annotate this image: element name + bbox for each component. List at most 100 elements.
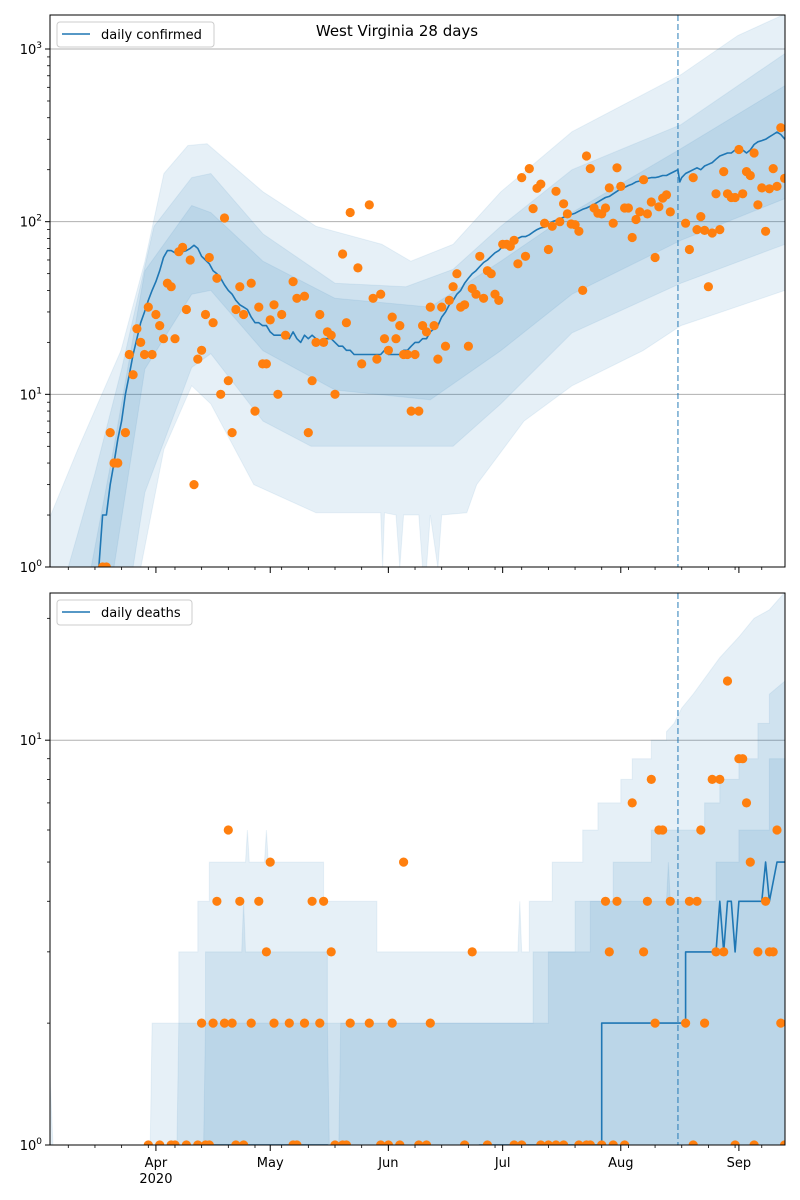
deaths-observed-point xyxy=(681,1018,691,1028)
confirmed-observed-point xyxy=(143,302,153,312)
deaths-median-line xyxy=(206,861,785,1145)
confirmed-observed-point xyxy=(421,327,432,337)
confirmed-observed-point xyxy=(372,354,382,364)
deaths-observed-point xyxy=(692,896,702,906)
confirmed-observed-point xyxy=(665,207,675,217)
confirmed-observed-point xyxy=(414,406,424,416)
confirmed-observed-point xyxy=(101,562,111,567)
confirmed-observed-point xyxy=(132,324,142,334)
confirmed-observed-point xyxy=(379,334,390,344)
confirmed-observed-point xyxy=(734,144,744,155)
confirmed-observed-point xyxy=(642,209,653,219)
confirmed-observed-point xyxy=(105,428,115,438)
y-tick-label: 101 xyxy=(20,732,42,749)
confirmed-observed-point xyxy=(452,269,462,279)
confirmed-observed-point xyxy=(437,302,447,312)
confirmed-observed-point xyxy=(509,235,519,245)
deaths-observed-point xyxy=(315,1018,325,1028)
confirmed-observed-point xyxy=(738,189,748,199)
confirmed-observed-point xyxy=(269,300,279,310)
confirmed-observed-point xyxy=(753,200,763,210)
confirmed-observed-point xyxy=(395,321,405,331)
y-tick-label: 102 xyxy=(20,214,42,231)
confirmed-observed-point xyxy=(429,321,439,331)
confirmed-observed-point xyxy=(623,203,634,213)
confirmed-observed-point xyxy=(193,354,203,364)
deaths-observed-point xyxy=(665,896,675,906)
confirmed-observed-point xyxy=(170,334,180,344)
confirmed-observed-point xyxy=(608,218,618,228)
confirmed-observed-point xyxy=(158,334,169,344)
confirmed-observed-point xyxy=(479,293,489,303)
confirmed-observed-point xyxy=(692,225,702,235)
y-tick-base: 10 xyxy=(20,216,37,231)
deaths-observed-point xyxy=(612,896,622,906)
deaths-observed-point xyxy=(292,1140,302,1145)
confirmed-observed-point xyxy=(231,304,241,315)
deaths-observed-point xyxy=(719,947,729,957)
confirmed-observed-point xyxy=(128,370,138,380)
confirmed-observed-point xyxy=(341,318,351,328)
deaths-observed-point xyxy=(642,896,653,906)
confirmed-observed-point xyxy=(307,376,317,386)
confirmed-observed-point xyxy=(471,289,481,299)
confirmed-observed-point xyxy=(383,345,393,355)
deaths-observed-point xyxy=(700,1018,710,1028)
confirmed-observed-point xyxy=(338,249,348,259)
confirmed-observed-point xyxy=(311,337,321,347)
confirmed-observed-point xyxy=(353,263,363,273)
confirmed-observed-point xyxy=(463,341,473,351)
confirmed-observed-point xyxy=(627,232,637,243)
confirmed-observed-point xyxy=(513,259,523,269)
confirmed-observed-point xyxy=(646,197,656,207)
deaths-observed-point xyxy=(261,947,271,957)
confirmed-observed-point xyxy=(136,337,146,347)
y-tick-exponent: 2 xyxy=(36,214,42,224)
deaths-observed-point xyxy=(543,1140,553,1145)
deaths-observed-point xyxy=(319,896,329,906)
confirmed-observed-point xyxy=(616,181,626,191)
deaths-observed-point xyxy=(776,1018,785,1028)
confirmed-observed-point xyxy=(688,173,698,183)
confirmed-observed-point xyxy=(402,349,412,360)
deaths-observed-point xyxy=(517,1140,527,1145)
confirmed-observed-point xyxy=(197,345,207,355)
confirmed-observed-point xyxy=(460,300,470,310)
confirmed-observed-point xyxy=(600,203,611,213)
confirmed-observed-point xyxy=(604,183,614,193)
confirmed-observed-point xyxy=(757,183,767,193)
confirmed-observed-point xyxy=(376,289,386,299)
confirmed-observed-point xyxy=(730,192,740,203)
deaths-observed-point xyxy=(597,1140,607,1145)
deaths-observed-point xyxy=(745,857,755,867)
y-tick-exponent: 1 xyxy=(36,732,42,742)
deaths-observed-point xyxy=(425,1018,435,1028)
confirmed-observed-point xyxy=(406,406,416,416)
confirmed-observed-point xyxy=(299,291,310,301)
confirmed-observed-point xyxy=(178,242,188,252)
y-tick-label: 100 xyxy=(20,1137,43,1154)
deaths-observed-point xyxy=(460,1140,470,1145)
x-tick-label: Aug xyxy=(608,1156,633,1171)
confirmed-observed-point xyxy=(277,309,287,320)
deaths-observed-point xyxy=(608,1140,618,1145)
confirmed-observed-point xyxy=(517,173,527,183)
confirmed-observed-point xyxy=(261,359,271,369)
confirmed-observed-point xyxy=(555,217,565,227)
deaths-observed-point xyxy=(730,1140,740,1145)
y-tick-label: 100 xyxy=(20,559,43,576)
confirmed-observed-point xyxy=(661,190,672,200)
confirmed-observed-point xyxy=(440,341,451,351)
confirmed-observed-point xyxy=(147,349,157,360)
confirmed-observed-point xyxy=(578,285,588,295)
y-tick-exponent: 3 xyxy=(36,41,42,51)
confirmed-observed-point xyxy=(292,293,302,303)
deaths-observed-point xyxy=(467,947,477,957)
confirmed-observed-point xyxy=(113,458,123,468)
confirmed-observed-point xyxy=(368,293,378,303)
confirmed-observed-point xyxy=(330,389,340,399)
confirmed-observed-point xyxy=(631,214,641,225)
